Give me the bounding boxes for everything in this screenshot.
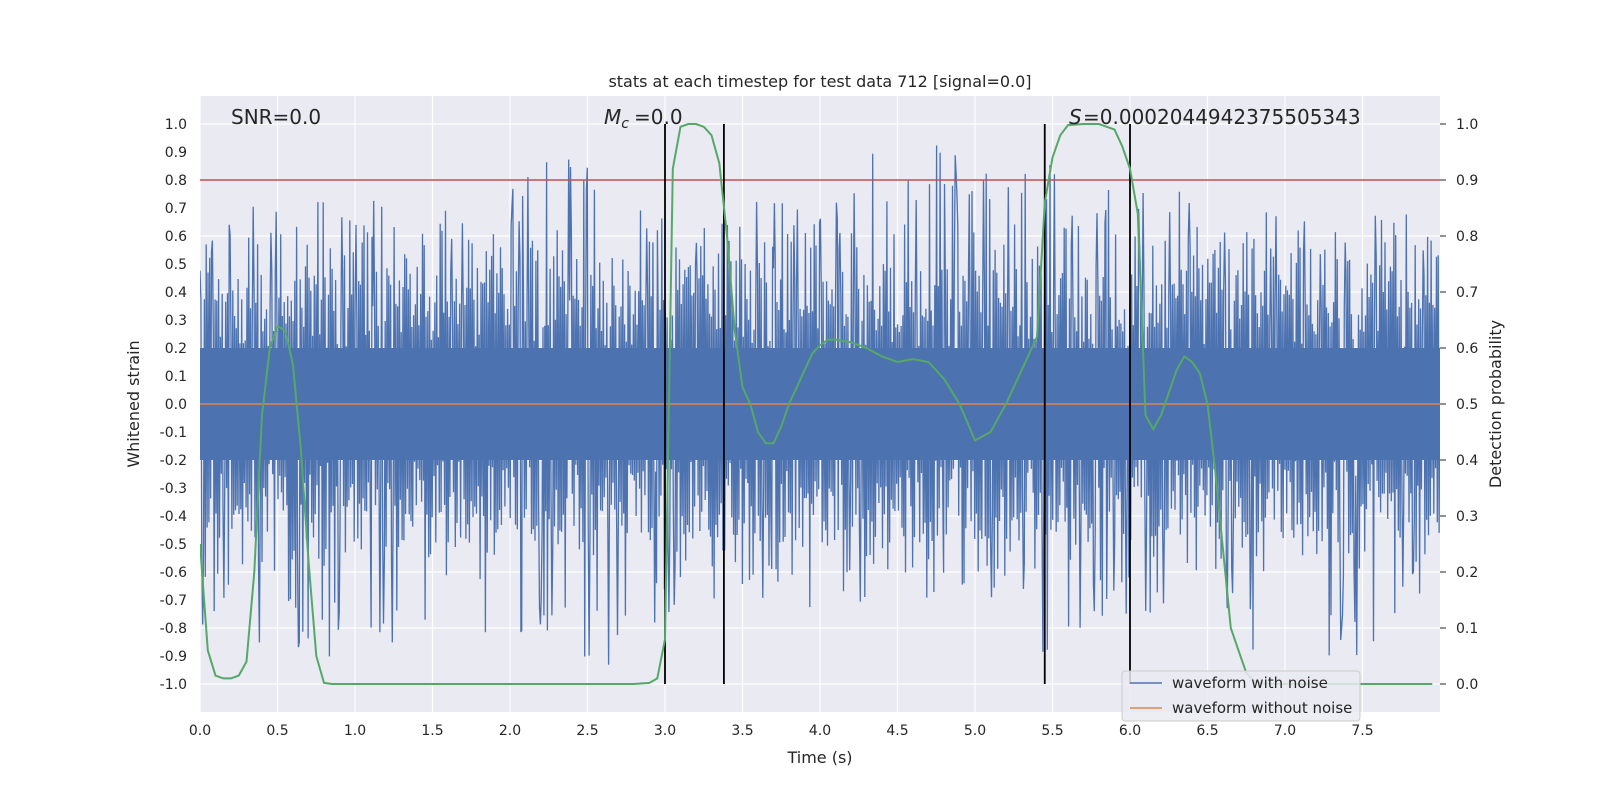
y-tick-label: -0.1 (160, 425, 187, 441)
y2-tick-label: 0.3 (1456, 509, 1478, 525)
y2-tick-label: 1.0 (1456, 117, 1478, 133)
y-tick-label: -0.9 (160, 649, 187, 665)
legend-label-with-noise: waveform with noise (1172, 674, 1328, 692)
x-axis-ticks: 0.0 0.5 1.0 1.5 2.0 2.5 3.0 3.5 4.0 4.5 5.0 5.5 6.0 6… (189, 723, 1374, 739)
x-tick-label: 3.0 (654, 723, 676, 739)
y2-tick-label: 0.6 (1456, 341, 1478, 357)
x-tick-label: 2.0 (499, 723, 521, 739)
x-tick-label: 2.5 (576, 723, 598, 739)
x-tick-label: 0.0 (189, 723, 211, 739)
y-tick-label: 0.3 (165, 313, 187, 329)
s-value: =0.0002044942375505343 (1083, 105, 1361, 129)
y-tick-label: -0.4 (160, 509, 187, 525)
y-tick-label: 0.6 (165, 229, 187, 245)
y-tick-label: 1.0 (165, 117, 187, 133)
y2-tick-label: 0.5 (1456, 397, 1478, 413)
x-tick-label: 5.5 (1041, 723, 1063, 739)
x-tick-label: 1.5 (421, 723, 443, 739)
y2-axis-ticks: 1.0 0.9 0.8 0.7 0.6 0.5 0.4 0.3 0.2 0.1 0.0 (1440, 117, 1478, 693)
y-tick-label: 0.2 (165, 341, 187, 357)
y-axis-ticks: 1.0 0.9 0.8 0.7 0.6 0.5 0.4 0.3 0.2 0.1 0.0 -0.1 -0.… (160, 117, 187, 693)
y-tick-label: 0.1 (165, 369, 187, 385)
x-tick-label: 1.0 (344, 723, 366, 739)
y-tick-label: -0.5 (160, 537, 187, 553)
y-tick-label: -0.6 (160, 565, 187, 581)
y2-tick-label: 0.4 (1456, 453, 1478, 469)
legend: waveform with noise waveform without noi… (1121, 670, 1361, 722)
legend-label-without-noise: waveform without noise (1172, 699, 1352, 717)
x-tick-label: 4.5 (886, 723, 908, 739)
x-axis-label: Time (s) (786, 748, 852, 767)
s-symbol: S (1069, 105, 1082, 129)
y-tick-label: -0.8 (160, 621, 187, 637)
y-axis-label: Whitened strain (124, 340, 143, 467)
x-tick-label: 4.0 (809, 723, 831, 739)
x-tick-label: 6.0 (1119, 723, 1141, 739)
s-annotation: S =0.0002044942375505343 (1069, 105, 1361, 129)
x-tick-label: 0.5 (266, 723, 288, 739)
series-detection-probability (200, 123, 1433, 685)
y-tick-label: 0.7 (165, 201, 187, 217)
y-tick-label: 0.9 (165, 145, 187, 161)
y-tick-label: -0.7 (160, 593, 187, 609)
x-tick-label: 7.0 (1274, 723, 1296, 739)
x-tick-label: 7.5 (1351, 723, 1373, 739)
y2-tick-label: 0.7 (1456, 285, 1478, 301)
x-tick-label: 6.5 (1196, 723, 1218, 739)
y-tick-label: 0.0 (165, 397, 187, 413)
y2-tick-label: 0.9 (1456, 173, 1478, 189)
noisy-waveform-trace (200, 145, 1440, 665)
chirp-mass-value: =0.0 (634, 105, 683, 129)
y2-tick-label: 0.1 (1456, 621, 1478, 637)
y-tick-label: 0.4 (165, 285, 187, 301)
legend-box (1121, 670, 1361, 722)
y-tick-label: -0.2 (160, 453, 187, 469)
y2-tick-label: 0.0 (1456, 677, 1478, 693)
y-tick-label: -1.0 (160, 677, 187, 693)
chirp-mass-annotation: Mc =0.0 (604, 105, 683, 132)
y-tick-label: -0.3 (160, 481, 187, 497)
y-tick-label: 0.8 (165, 173, 187, 189)
x-tick-label: 5.0 (964, 723, 986, 739)
y2-tick-label: 0.2 (1456, 565, 1478, 581)
x-tick-label: 3.5 (731, 723, 753, 739)
y-tick-label: 0.5 (165, 257, 187, 273)
chart-title: stats at each timestep for test data 712… (608, 72, 1031, 91)
snr-annotation: SNR=0.0 (231, 105, 321, 129)
y2-axis-label: Detection probability (1486, 320, 1505, 488)
y2-tick-label: 0.8 (1456, 229, 1478, 245)
